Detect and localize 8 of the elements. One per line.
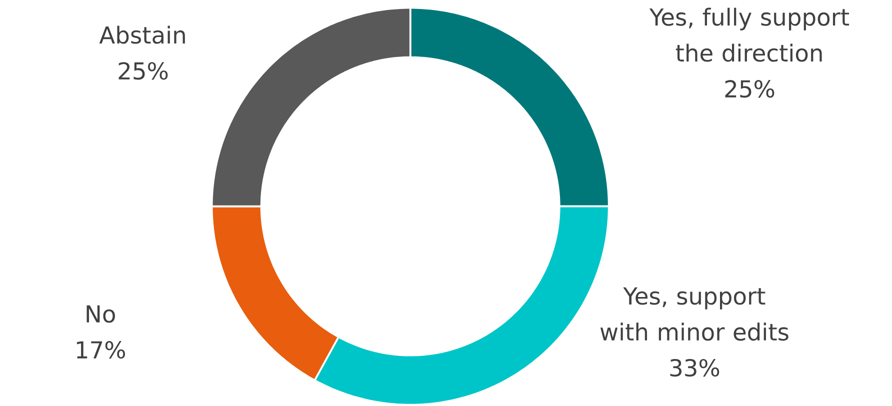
slice-label: No — [86, 306, 115, 323]
data-label: 33% — [670, 359, 720, 377]
slice-label: Yes, support with minor edits — [600, 288, 788, 341]
slice-label: Abstain — [99, 26, 185, 44]
data-label: 25% — [725, 80, 774, 98]
data-label: 25% — [118, 62, 168, 80]
slice-label: Yes, fully support the direction — [649, 8, 850, 62]
data-label: 17% — [76, 341, 125, 359]
